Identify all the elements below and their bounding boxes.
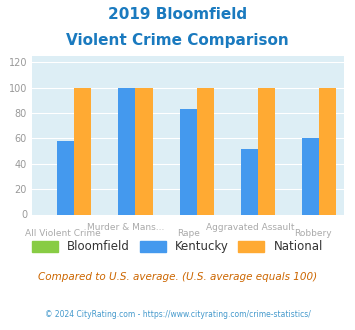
Text: 2019 Bloomfield: 2019 Bloomfield [108, 7, 247, 21]
Bar [241, 148, 258, 214]
Legend: Bloomfield, Kentucky, National: Bloomfield, Kentucky, National [32, 240, 323, 253]
Bar [180, 109, 197, 214]
Text: Rape: Rape [177, 229, 200, 238]
Bar [319, 88, 337, 214]
Bar [118, 88, 136, 214]
Text: Murder & Mans...: Murder & Mans... [87, 223, 164, 232]
Bar [136, 88, 153, 214]
Bar [74, 88, 91, 214]
Text: Violent Crime Comparison: Violent Crime Comparison [66, 33, 289, 48]
Bar [57, 141, 74, 214]
Bar [197, 88, 214, 214]
Text: All Violent Crime: All Violent Crime [25, 229, 101, 238]
Text: Compared to U.S. average. (U.S. average equals 100): Compared to U.S. average. (U.S. average … [38, 272, 317, 282]
Text: Aggravated Assault: Aggravated Assault [206, 223, 295, 232]
Bar [302, 139, 319, 214]
Text: Robbery: Robbery [294, 229, 332, 238]
Text: © 2024 CityRating.com - https://www.cityrating.com/crime-statistics/: © 2024 CityRating.com - https://www.city… [45, 310, 310, 319]
Bar [258, 88, 275, 214]
